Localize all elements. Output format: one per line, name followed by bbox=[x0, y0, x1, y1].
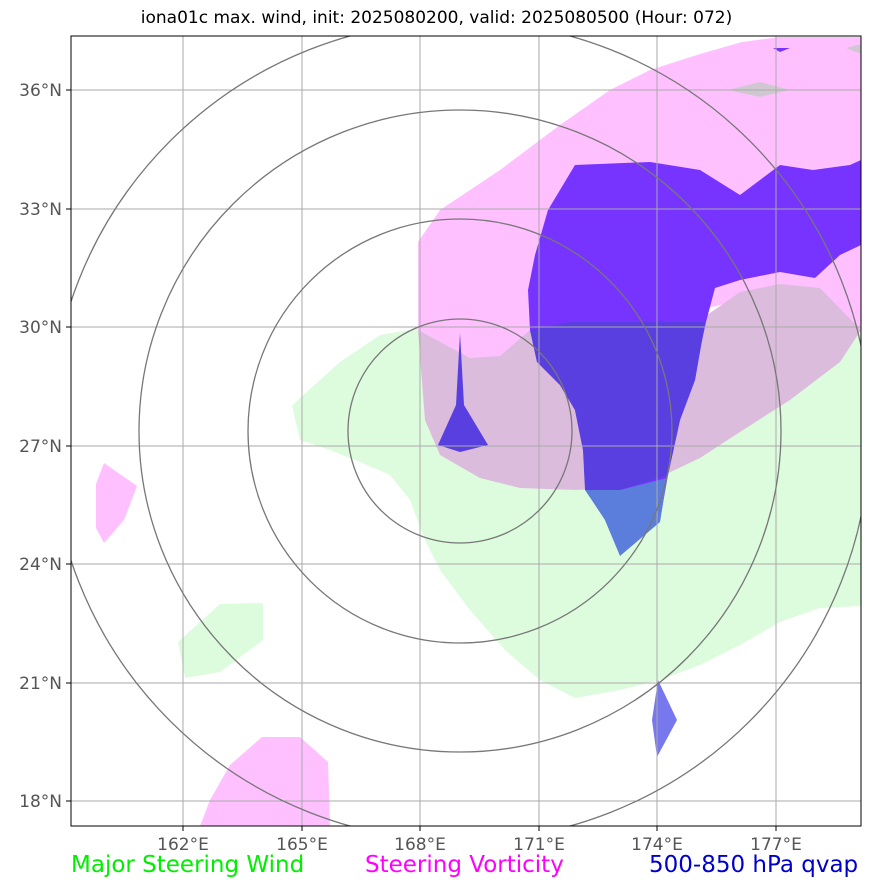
steering-vorticity-region-south bbox=[200, 737, 330, 826]
map-plot-area bbox=[71, 36, 861, 826]
steering-wind-region-west bbox=[178, 603, 263, 678]
lon-label-174: 174°E bbox=[631, 835, 683, 855]
lon-label-168: 168°E bbox=[394, 835, 446, 855]
lat-label-27: 27°N bbox=[19, 437, 62, 457]
lat-label-21: 21°N bbox=[19, 674, 62, 694]
map-title: iona01c max. wind, init: 2025080200, val… bbox=[140, 8, 733, 28]
range-ring-3 bbox=[138, 109, 782, 753]
legend-steering-vorticity: Steering Vorticity bbox=[365, 852, 564, 878]
legend-qvap: 500-850 hPa qvap bbox=[649, 852, 859, 878]
lon-label-177: 177°E bbox=[750, 835, 802, 855]
lat-label-33: 33°N bbox=[19, 200, 62, 220]
range-ring-1 bbox=[347, 318, 573, 544]
lat-ticks bbox=[66, 89, 71, 802]
lat-label-18: 18°N bbox=[19, 792, 62, 812]
lon-label-171: 171°E bbox=[513, 835, 565, 855]
lon-label-165: 165°E bbox=[276, 835, 328, 855]
legend-steering-wind: Major Steering Wind bbox=[71, 852, 305, 878]
qvap-top-patch bbox=[773, 48, 790, 52]
range-ring-2 bbox=[247, 218, 673, 644]
map-frame bbox=[70, 35, 862, 827]
range-rings bbox=[71, 36, 861, 826]
grid-lines bbox=[71, 36, 861, 826]
vorticity-gray-patch-2 bbox=[846, 44, 861, 54]
lat-label-30: 30°N bbox=[19, 318, 62, 338]
lat-label-36: 36°N bbox=[19, 81, 62, 101]
lat-label-24: 24°N bbox=[19, 555, 62, 575]
qvap-south-patch bbox=[652, 680, 677, 757]
qvap-southern-tail bbox=[585, 478, 667, 556]
qvap-spike bbox=[438, 333, 488, 452]
lon-ticks bbox=[182, 826, 777, 831]
steering-vorticity-region-west bbox=[96, 463, 137, 543]
lon-label-162: 162°E bbox=[157, 835, 209, 855]
